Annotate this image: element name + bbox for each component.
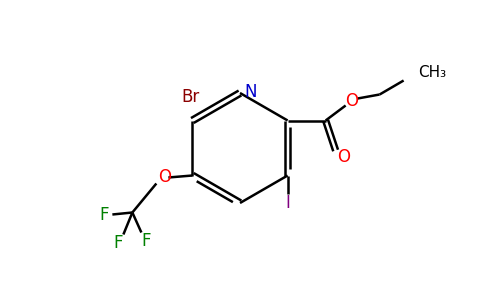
Text: F: F [114,233,123,251]
Text: CH₃: CH₃ [418,65,446,80]
Text: F: F [142,232,151,250]
Text: F: F [100,206,109,224]
Text: I: I [285,194,290,212]
Text: N: N [244,83,257,101]
Text: O: O [337,148,350,166]
Text: O: O [345,92,358,110]
Text: Br: Br [181,88,199,106]
Text: O: O [158,169,171,187]
